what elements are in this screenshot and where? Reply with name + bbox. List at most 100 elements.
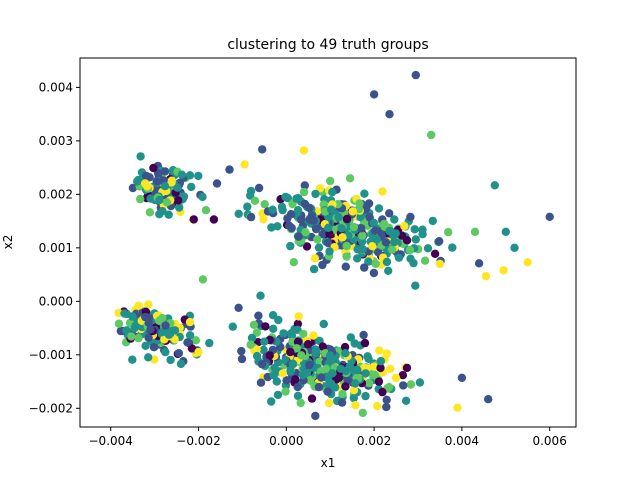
scatter-point: [261, 200, 269, 208]
scatter-point: [403, 236, 411, 244]
scatter-point: [136, 152, 144, 160]
scatter-point: [458, 374, 466, 382]
scatter-point: [421, 257, 429, 265]
y-tick-label: 0.003: [39, 134, 73, 148]
scatter-point: [141, 342, 149, 350]
scatter-point: [315, 383, 323, 391]
scatter-point: [355, 199, 363, 207]
scatter-point: [163, 198, 171, 206]
chart-title: clustering to 49 truth groups: [227, 37, 428, 53]
scatter-point: [424, 244, 432, 252]
scatter-point: [510, 244, 518, 252]
scatter-point: [297, 351, 305, 359]
scatter-point: [350, 223, 358, 231]
scatter-point: [199, 275, 207, 283]
scatter-point: [311, 254, 319, 262]
scatter-point: [324, 387, 332, 395]
scatter-point: [294, 383, 302, 391]
x-tick-label: 0.004: [445, 434, 479, 448]
scatter-point: [144, 300, 152, 308]
scatter-point: [309, 331, 317, 339]
scatter-point: [416, 378, 424, 386]
x-tick-label: −0.004: [89, 434, 133, 448]
scatter-point: [295, 312, 303, 320]
scatter-point: [292, 194, 300, 202]
scatter-point: [238, 355, 246, 363]
scatter-point: [373, 402, 381, 410]
scatter-point: [297, 399, 305, 407]
scatter-point: [225, 165, 233, 173]
scatter-point: [257, 379, 265, 387]
scatter-point: [427, 131, 435, 139]
scatter-point: [305, 204, 313, 212]
scatter-point: [128, 312, 136, 320]
scatter-point: [406, 255, 414, 263]
scatter-point: [484, 395, 492, 403]
scatter-point: [357, 224, 365, 232]
scatter-point: [399, 381, 407, 389]
scatter-point: [145, 314, 153, 322]
scatter-point: [435, 237, 443, 245]
scatter-point: [178, 171, 186, 179]
scatter-point: [213, 179, 221, 187]
scatter-point: [448, 243, 456, 251]
scatter-point: [360, 190, 368, 198]
scatter-point: [406, 246, 414, 254]
x-axis-label: x1: [321, 456, 336, 470]
scatter-point: [229, 323, 237, 331]
scatter-point: [429, 217, 437, 225]
scatter-point: [318, 261, 326, 269]
scatter-point: [364, 355, 372, 363]
y-tick-label: −0.002: [29, 401, 73, 415]
scatter-point: [411, 282, 419, 290]
y-tick-label: 0.000: [39, 294, 73, 308]
scatter-point: [312, 349, 320, 357]
scatter-point: [202, 206, 210, 214]
scatter-point: [286, 242, 294, 250]
scatter-point: [311, 412, 319, 420]
scatter-point: [359, 245, 367, 253]
x-tick-label: 0.006: [532, 434, 566, 448]
scatter-point: [331, 383, 339, 391]
scatter-point: [210, 215, 218, 223]
scatter-point: [194, 172, 202, 180]
scatter-point: [247, 213, 255, 221]
scatter-point: [524, 258, 532, 266]
scatter-point: [194, 348, 202, 356]
scatter-point: [183, 338, 191, 346]
scatter-point: [283, 214, 291, 222]
scatter-point: [187, 183, 195, 191]
scatter-point: [310, 216, 318, 224]
scatter-point: [342, 367, 350, 375]
scatter-point: [310, 265, 318, 273]
scatter-point: [253, 352, 261, 360]
scatter-point: [311, 190, 319, 198]
scatter-point: [135, 302, 143, 310]
scatter-point: [146, 208, 154, 216]
scatter-point: [403, 364, 411, 372]
scatter-point: [304, 340, 312, 348]
scatter-point: [353, 254, 361, 262]
scatter-point: [234, 304, 242, 312]
scatter-point: [431, 250, 439, 258]
scatter-point: [370, 269, 378, 277]
scatter-point: [243, 203, 251, 211]
scatter-point: [359, 331, 367, 339]
scatter-point: [370, 219, 378, 227]
scatter-point: [370, 90, 378, 98]
scatter-point: [471, 228, 479, 236]
scatter-point: [346, 174, 354, 182]
scatter-point: [144, 353, 152, 361]
scatter-point: [353, 366, 361, 374]
scatter-point: [308, 394, 316, 402]
scatter-point: [384, 267, 392, 275]
x-tick-label: −0.002: [176, 434, 220, 448]
scatter-point: [317, 373, 325, 381]
scatter-point: [305, 361, 313, 369]
scatter-point: [326, 177, 334, 185]
scatter-point: [383, 349, 391, 357]
scatter-point: [361, 392, 369, 400]
scatter-point: [546, 213, 554, 221]
scatter-point: [300, 146, 308, 154]
